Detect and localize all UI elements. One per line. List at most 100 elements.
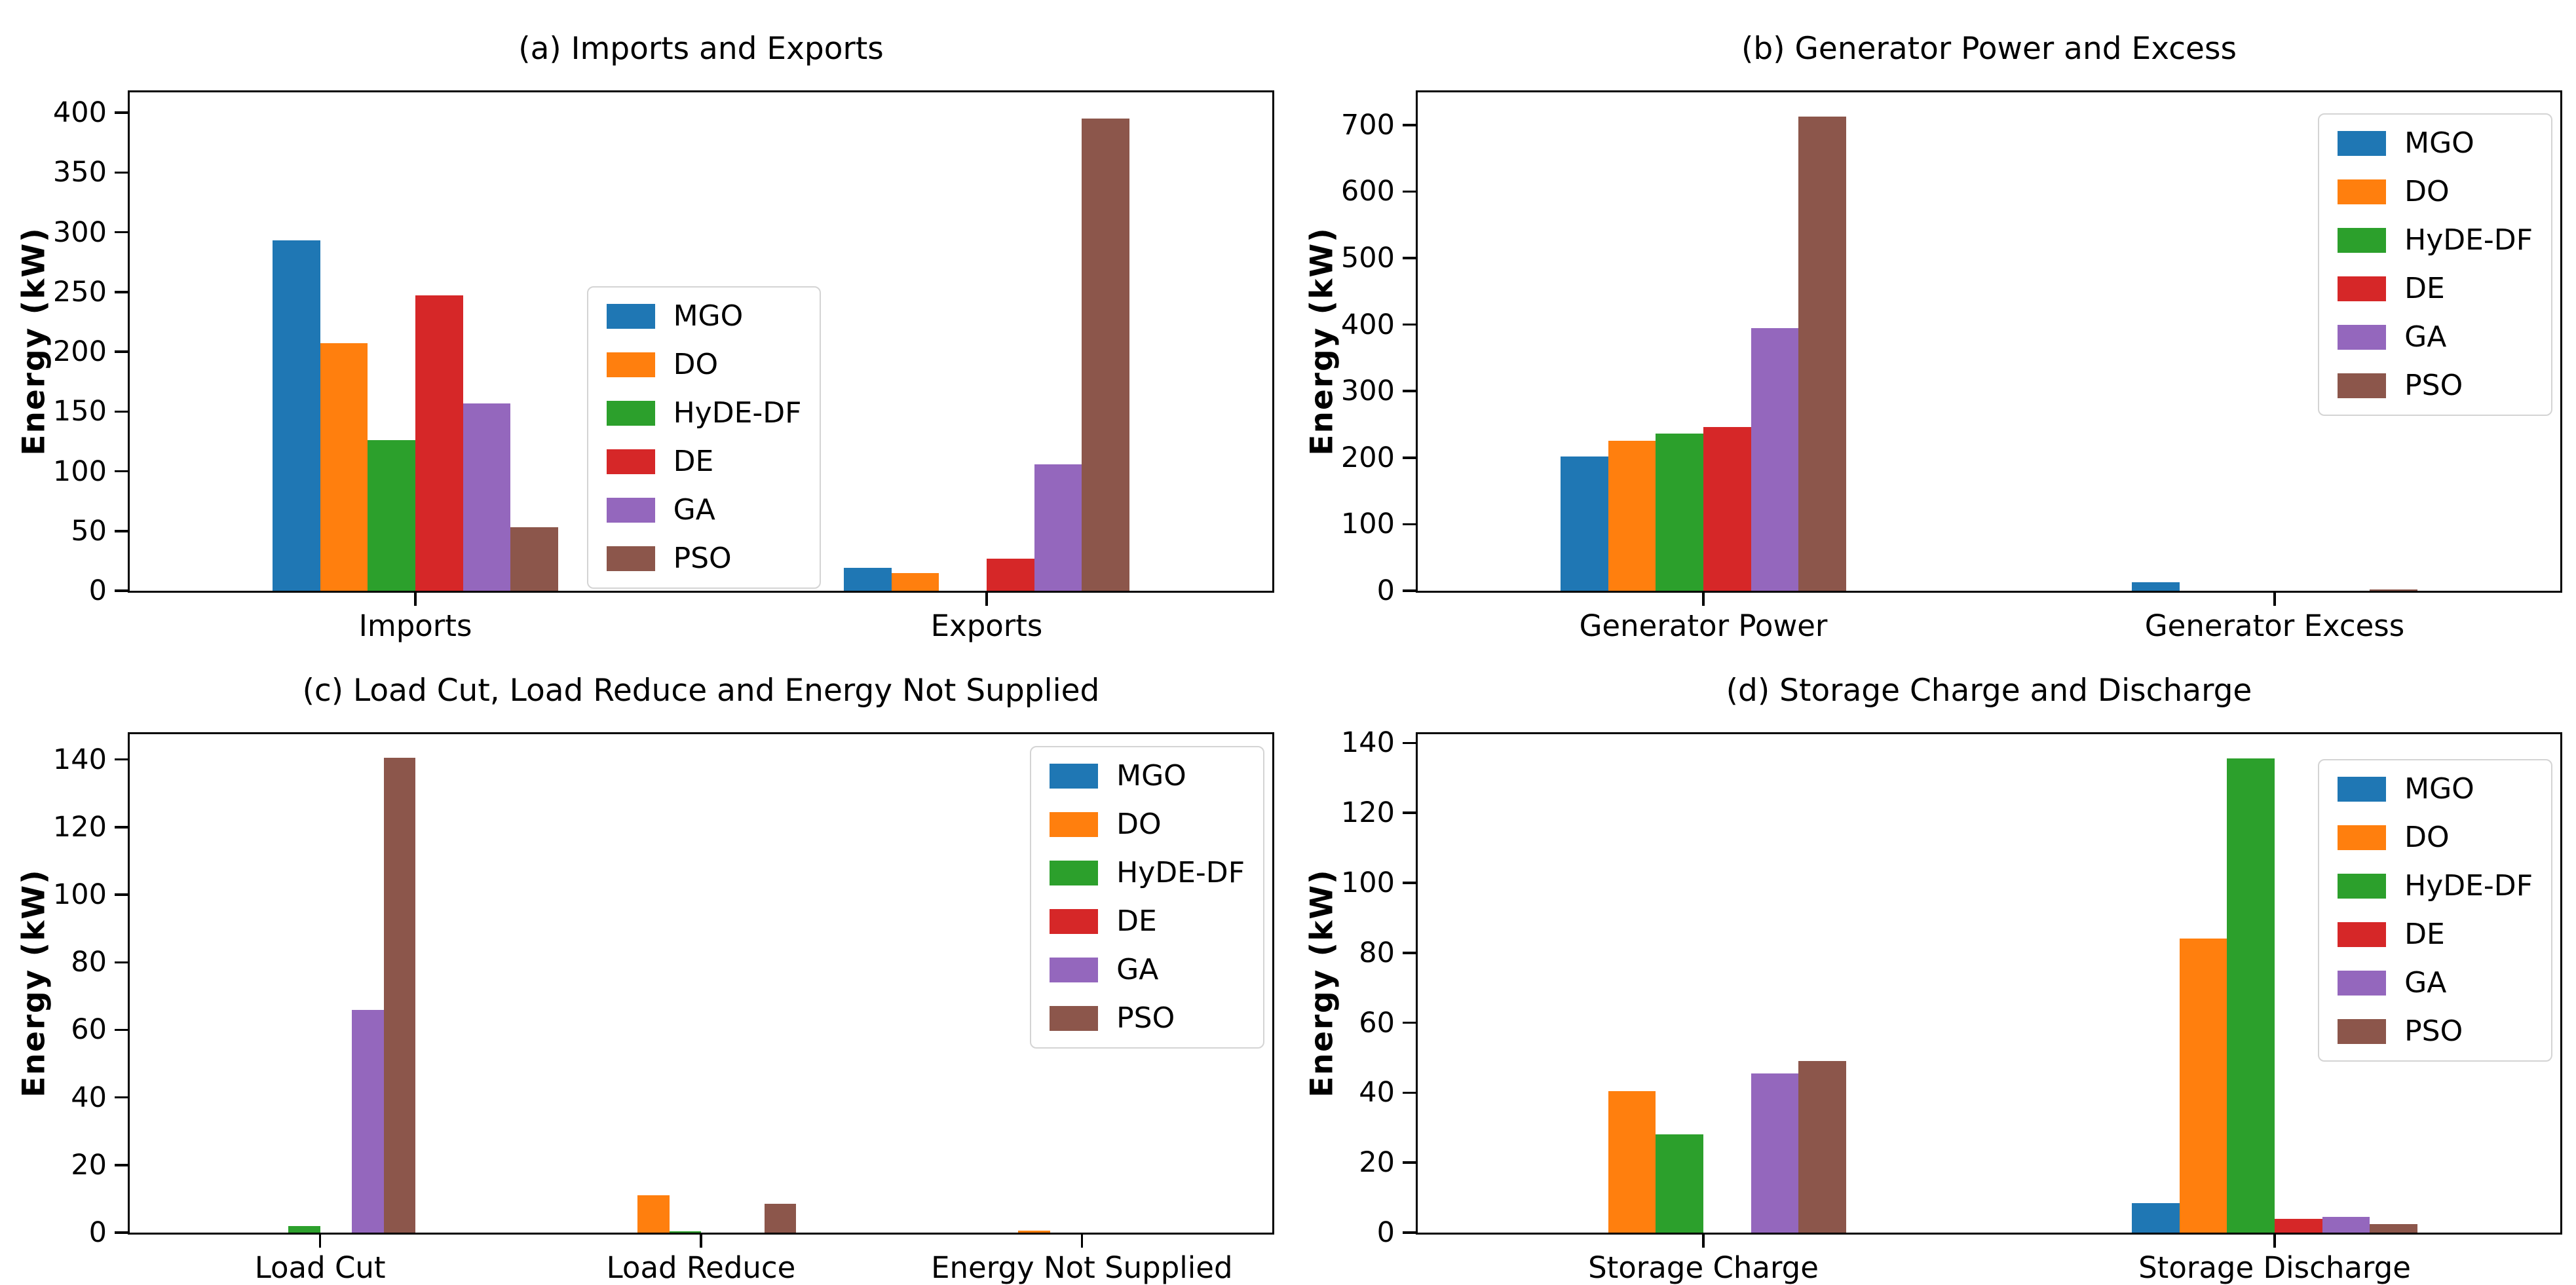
y-tick (1403, 190, 1416, 193)
legend-swatch-pso (606, 546, 655, 571)
x-category-label: Exports (930, 608, 1043, 643)
bar-de-exports (987, 558, 1034, 591)
legend-label-de: DE (2404, 918, 2445, 951)
bar-pso-imports (510, 527, 558, 591)
bar-do-generator-power (1608, 441, 1656, 591)
y-tick (1403, 257, 1416, 259)
y-tick (115, 893, 128, 896)
legend-swatch-mgo (1050, 764, 1099, 789)
legend-label-pso: PSO (673, 542, 732, 575)
legend-item-ga: GA (606, 496, 802, 525)
y-tick-label: 0 (1376, 1216, 1395, 1249)
legend-item-mgo: MGO (1050, 762, 1245, 791)
y-tick-label: 300 (52, 215, 107, 249)
legend-item-de: DE (1050, 907, 1245, 936)
panel-title: (c) Load Cut, Load Reduce and Energy Not… (302, 673, 1100, 709)
legend-swatch-de (606, 449, 655, 474)
y-tick-label: 0 (88, 574, 107, 607)
panel-a-imports-exports: (a) Imports and Exports Energy (kW) 0 50 1… (0, 0, 1288, 643)
y-tick-label: 100 (52, 455, 107, 488)
legend-label-mgo: MGO (2404, 126, 2474, 160)
y-tick-label: 140 (1340, 726, 1395, 760)
legend-swatch-hyde-df (606, 401, 655, 426)
legend-swatch-do (2338, 179, 2387, 204)
x-tick (414, 593, 417, 606)
bar-mgo-storage-discharge (2132, 1202, 2180, 1233)
legend-item-de: DE (606, 447, 802, 476)
legend-label-hyde-df: HyDE-DF (2404, 869, 2533, 903)
x-tick (2273, 1235, 2276, 1248)
x-tick (1080, 1235, 1084, 1248)
legend-label-mgo: MGO (2404, 772, 2474, 806)
legend-item-ga: GA (1050, 956, 1245, 984)
y-tick-label: 40 (1359, 1076, 1395, 1109)
bar-de-storage-discharge (2275, 1218, 2322, 1233)
legend: MGO DO HyDE-DF DE GA PSO (586, 286, 822, 589)
y-tick (115, 530, 128, 532)
legend-swatch-pso (1050, 1006, 1099, 1031)
y-tick (1403, 124, 1416, 126)
bar-hyde-df-storage-charge (1656, 1134, 1703, 1233)
bar-de-generator-power (1703, 427, 1751, 591)
bar-ga-exports (1034, 464, 1082, 591)
panel-title: (d) Storage Charge and Discharge (1726, 673, 2252, 709)
y-tick-label: 300 (1340, 375, 1395, 408)
bar-do-storage-discharge (2179, 939, 2227, 1233)
legend-swatch-de (1050, 909, 1099, 934)
y-tick-label: 20 (71, 1148, 107, 1182)
x-tick (1702, 1235, 1705, 1248)
y-tick-label: 200 (1340, 441, 1395, 474)
x-category-label: Load Reduce (606, 1250, 796, 1285)
y-tick-label: 120 (52, 810, 107, 844)
y-tick-label: 20 (1359, 1146, 1395, 1180)
panel-d-storage-charge-discharge: (d) Storage Charge and Discharge Energy … (1288, 642, 2576, 1285)
y-tick-label: 100 (1340, 508, 1395, 541)
y-tick-label: 50 (71, 514, 107, 548)
bar-pso-load-cut (383, 758, 415, 1233)
y-tick-label: 200 (52, 335, 107, 368)
bar-mgo-exports (844, 568, 892, 591)
bar-hyde-df-load-reduce (669, 1231, 701, 1233)
panel-b-generator-power-excess: (b) Generator Power and Excess Energy (k… (1288, 0, 2576, 643)
y-tick-label: 60 (1359, 1006, 1395, 1039)
y-tick (1403, 390, 1416, 392)
x-category-label: Imports (358, 608, 472, 643)
legend-label-ga: GA (1116, 953, 1159, 986)
legend-label-do: DO (1116, 808, 1162, 841)
legend-swatch-hyde-df (1050, 861, 1099, 885)
x-category-label: Generator Power (1579, 608, 1828, 643)
legend-label-mgo: MGO (673, 299, 744, 333)
bar-hyde-df-load-cut (288, 1225, 320, 1233)
legend-swatch-ga (606, 498, 655, 523)
legend-swatch-hyde-df (2338, 874, 2387, 899)
bar-ga-generator-power (1751, 327, 1799, 591)
x-tick (985, 593, 988, 606)
y-tick-label: 150 (52, 395, 107, 428)
bar-mgo-generator-power (1561, 456, 1608, 591)
y-tick-label: 60 (71, 1013, 107, 1047)
legend-label-do: DO (2404, 175, 2450, 208)
y-tick (1403, 1231, 1416, 1234)
y-tick (115, 1028, 128, 1032)
panel-title: (b) Generator Power and Excess (1741, 31, 2237, 67)
plot-area: 0 100 200 300 400 500 600 700 Generator Power Gen… (1341, 90, 2562, 643)
legend-item-de: DE (2338, 920, 2533, 949)
bar-do-load-reduce (637, 1195, 670, 1233)
bar-do-imports (320, 343, 368, 591)
y-tick-label: 120 (1340, 796, 1395, 830)
y-tick (1403, 741, 1416, 745)
y-tick (1403, 952, 1416, 954)
legend-swatch-do (1050, 812, 1099, 837)
panel-title: (a) Imports and Exports (518, 31, 884, 67)
legend-item-hyde-df: HyDE-DF (1050, 859, 1245, 887)
y-tick (1403, 523, 1416, 526)
legend-label-hyde-df: HyDE-DF (1116, 856, 1245, 889)
legend-swatch-pso (2338, 1019, 2387, 1044)
legend-label-hyde-df: HyDE-DF (673, 396, 802, 430)
bar-ga-storage-charge (1751, 1073, 1799, 1233)
y-tick (1403, 1161, 1416, 1164)
bar-ga-load-cut (352, 1009, 384, 1233)
legend: MGO DO HyDE-DF DE GA PSO (1030, 746, 1264, 1049)
legend-item-hyde-df: HyDE-DF (2338, 872, 2533, 901)
y-tick (115, 350, 128, 353)
